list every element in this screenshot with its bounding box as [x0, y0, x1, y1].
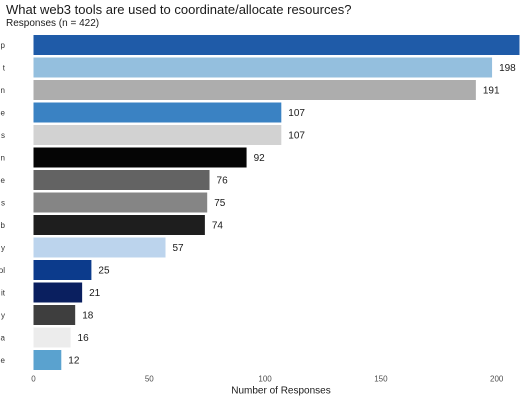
bar: [33, 215, 205, 235]
data-label: 191: [483, 86, 500, 97]
category-label: n: [1, 154, 5, 163]
x-tick-label: 200: [490, 375, 504, 384]
x-axis-title: Number of Responses: [231, 386, 331, 397]
data-label: 198: [499, 63, 516, 74]
chart-subtitle: Responses (n = 422): [6, 18, 100, 29]
category-label: e: [1, 109, 6, 118]
data-label: 12: [68, 356, 80, 367]
data-label: 74: [212, 221, 224, 232]
data-label: 92: [254, 153, 266, 164]
bar: [33, 237, 166, 258]
bar: [33, 192, 208, 213]
bar: [33, 80, 476, 100]
bar: [33, 35, 520, 55]
data-label: 16: [78, 333, 90, 344]
bar: [33, 305, 76, 325]
data-label: 107: [288, 108, 305, 119]
category-label: y: [1, 311, 5, 320]
bar: [33, 57, 493, 78]
data-label: 25: [98, 266, 110, 277]
category-label: it: [1, 289, 6, 298]
category-label: s: [1, 131, 5, 140]
data-label: 75: [214, 198, 226, 209]
data-label: 76: [217, 176, 229, 187]
bar: [33, 327, 71, 348]
bar: [33, 147, 247, 168]
chart-title: What web3 tools are used to coordinate/a…: [6, 2, 352, 17]
data-label: 18: [82, 311, 94, 322]
category-label: p: [1, 41, 6, 50]
category-label: ol: [0, 266, 5, 275]
category-label: n: [1, 86, 5, 95]
category-label: e: [1, 176, 6, 185]
category-label: a: [1, 334, 6, 343]
category-label: y: [1, 244, 5, 253]
x-tick-label: 150: [374, 375, 388, 384]
bar: [33, 125, 282, 145]
bar: [33, 350, 62, 370]
x-tick-label: 0: [31, 375, 36, 384]
bar: [33, 102, 282, 123]
x-tick-label: 50: [145, 375, 154, 384]
bar: [33, 260, 92, 280]
x-tick-label: 100: [258, 375, 272, 384]
bar: [33, 282, 83, 303]
category-label: s: [1, 199, 5, 208]
category-label: e: [1, 356, 6, 365]
data-label: 21: [89, 288, 101, 299]
category-label: b: [1, 221, 6, 230]
data-label: 107: [288, 131, 305, 142]
category-label: t: [3, 64, 6, 73]
data-label: 57: [173, 243, 185, 254]
bar: [33, 170, 210, 190]
